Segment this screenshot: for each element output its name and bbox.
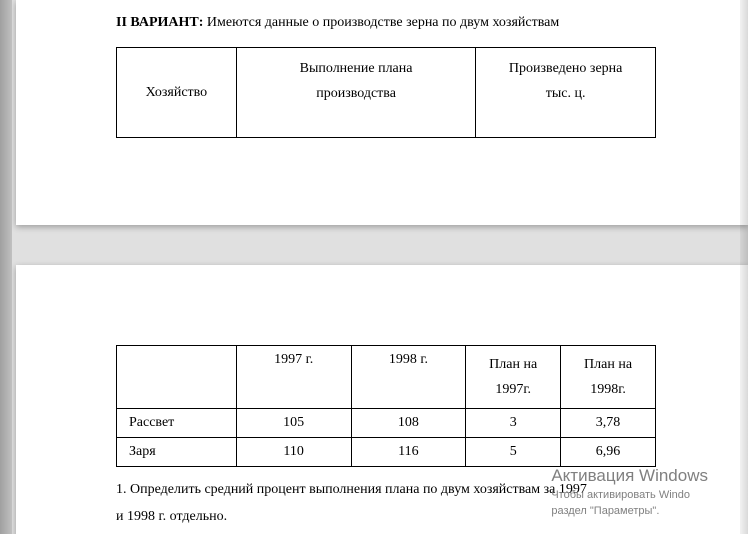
variant-heading: II ВАРИАНТ: Имеются данные о производств…	[116, 12, 688, 33]
t2-r2-v2: 116	[351, 438, 466, 467]
viewer-container: II ВАРИАНТ: Имеются данные о производств…	[0, 0, 748, 534]
t2-r2-v1: 110	[236, 438, 351, 467]
heading-bold-part: II ВАРИАНТ:	[116, 15, 203, 30]
table-row: Рассвет 105 108 3 3,78	[117, 409, 656, 438]
heading-rest-part: Имеются данные о производстве зерна по д…	[203, 15, 559, 30]
page-gap	[0, 225, 748, 265]
t2-h-plan1998: План на 1998г.	[561, 346, 656, 409]
t2-h-1998: 1998 г.	[351, 346, 466, 409]
task-text: 1. Определить средний процент выполнения…	[116, 477, 688, 530]
t2-r1-v1: 105	[236, 409, 351, 438]
th-col-vypolnenie: Выполнение плана производства	[236, 48, 475, 138]
th-col-hoziaystvo: Хозяйство	[117, 48, 237, 138]
page-left-edge-shadow	[0, 0, 12, 534]
th-col1-text: Хозяйство	[146, 85, 208, 100]
t2-r2-v4: 6,96	[561, 438, 656, 467]
th-col2-line2: производства	[316, 86, 396, 101]
t2-h-plan1997: План на 1997г.	[466, 346, 561, 409]
th-col3-line2: тыс. ц.	[546, 86, 586, 101]
t2-h-1997: 1997 г.	[236, 346, 351, 409]
table-row: Заря 110 116 5 6,96	[117, 438, 656, 467]
t2-r1-name: Рассвет	[117, 409, 237, 438]
table1-header-row: Хозяйство Выполнение плана производства …	[117, 48, 656, 138]
th-col3-line1: Произведено зерна	[509, 61, 622, 76]
task-line2: и 1998 г. отдельно.	[116, 509, 227, 524]
document-page-2: 1997 г. 1998 г. План на 1997г. План на 1…	[16, 265, 748, 534]
data-table: 1997 г. 1998 г. План на 1997г. План на 1…	[116, 345, 656, 467]
t2-r1-v4: 3,78	[561, 409, 656, 438]
t2-r1-v2: 108	[351, 409, 466, 438]
page-right-edge-shadow	[740, 0, 748, 534]
table2-header-row: 1997 г. 1998 г. План на 1997г. План на 1…	[117, 346, 656, 409]
t2-r2-v3: 5	[466, 438, 561, 467]
table-header-structure: Хозяйство Выполнение плана производства …	[116, 47, 656, 138]
t2-h-empty	[117, 346, 237, 409]
t2-r1-v3: 3	[466, 409, 561, 438]
th-col2-line1: Выполнение плана	[300, 61, 413, 76]
document-page-1: II ВАРИАНТ: Имеются данные о производств…	[16, 0, 748, 225]
t2-r2-name: Заря	[117, 438, 237, 467]
th-col-proizvedeno: Произведено зерна тыс. ц.	[476, 48, 656, 138]
task-line1: 1. Определить средний процент выполнения…	[116, 482, 587, 497]
